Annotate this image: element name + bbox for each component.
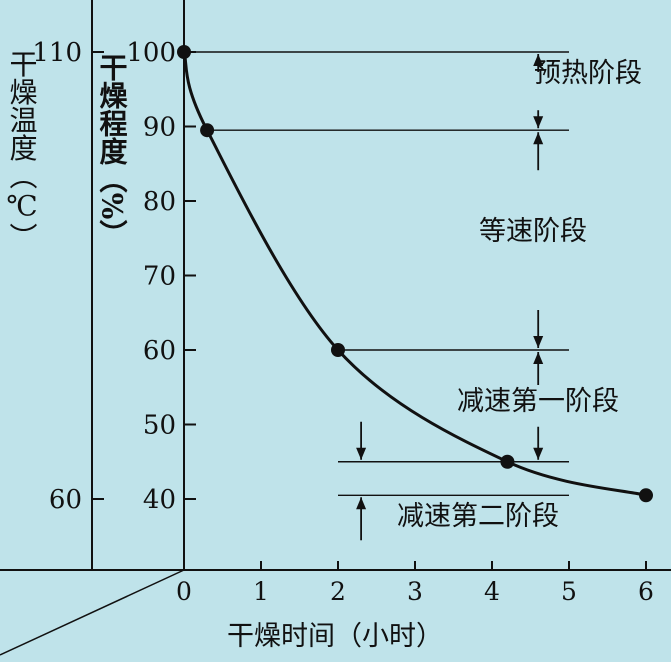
x-tick-label: 1 <box>253 577 269 606</box>
y2-axis-title: 干燥温度（℃） <box>6 50 39 251</box>
data-point <box>331 343 345 357</box>
y-tick-label: 70 <box>143 262 176 292</box>
drying-curve <box>182 51 647 497</box>
stage-arrowhead <box>533 54 544 66</box>
x-tick-label: 4 <box>484 577 500 606</box>
temperature-tick-label: 60 <box>49 485 82 515</box>
x-tick-label: 0 <box>176 577 192 606</box>
x-axis-title: 干燥时间（小时） <box>227 621 443 652</box>
y-tick-label: 40 <box>143 485 176 515</box>
stage-label-falling-rate-2: 减速第二阶段 <box>397 501 559 532</box>
y-ticks: 40 50 60 70 80 90 100 <box>126 38 196 515</box>
x-tick-label: 6 <box>638 577 654 606</box>
stage-arrows <box>356 54 544 541</box>
x-tick-label: 5 <box>561 577 577 606</box>
y-tick-label: 100 <box>126 38 176 68</box>
x-ticks: 0 1 2 3 4 5 6 <box>176 561 654 606</box>
y-tick-label: 80 <box>143 187 176 217</box>
stage-label-preheat: 预热阶段 <box>534 58 642 89</box>
x-tick-label: 3 <box>407 577 423 606</box>
axis-corner-diagonal <box>0 569 185 656</box>
curve-points <box>177 45 653 503</box>
y-axis-title: 干燥程度（%） <box>96 53 129 248</box>
temperature-ticks: 110 60 <box>32 38 104 515</box>
data-point <box>200 123 215 138</box>
data-point <box>639 488 653 503</box>
stage-arrowhead <box>533 336 544 348</box>
stage-boundary-lines <box>184 51 569 496</box>
stage-arrowhead <box>533 352 544 364</box>
stage-label-constant-rate: 等速阶段 <box>479 216 587 247</box>
y-tick-label: 60 <box>143 336 176 366</box>
data-point <box>500 454 515 469</box>
stage-arrowhead <box>356 447 367 460</box>
stage-arrowhead <box>533 132 544 145</box>
stage-arrowhead <box>356 497 367 510</box>
y-tick-label: 50 <box>143 411 176 441</box>
x-tick-label: 2 <box>330 577 346 606</box>
data-point <box>177 45 191 59</box>
stage-arrowhead <box>533 116 544 129</box>
stage-arrowhead <box>533 447 544 460</box>
temperature-tick-label: 110 <box>32 38 82 68</box>
stage-label-falling-rate-1: 减速第一阶段 <box>457 386 619 417</box>
y-tick-label: 90 <box>143 113 176 143</box>
